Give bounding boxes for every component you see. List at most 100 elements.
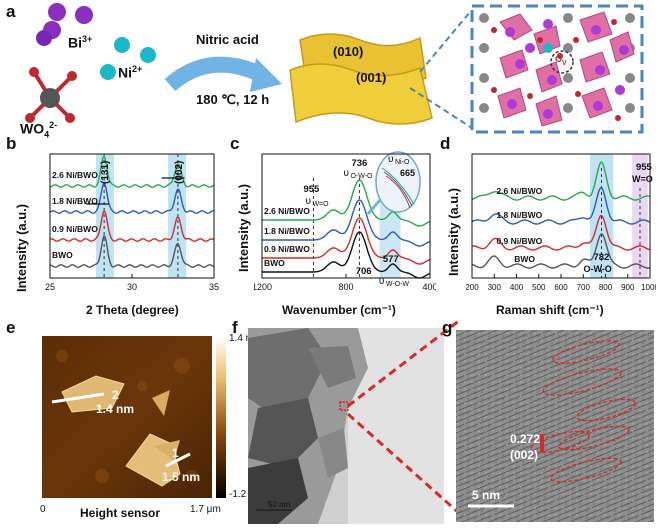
crystal-structure: [479, 11, 635, 127]
inset-arrow: [366, 199, 382, 215]
series-label: 1.8 Ni/BWO: [264, 226, 310, 236]
profile-2-number: 2: [112, 388, 119, 402]
x-tick-label: 800: [338, 282, 353, 292]
panel-label-d: d: [440, 134, 451, 153]
reaction-arrow: [164, 56, 266, 92]
bi-atom: [75, 6, 93, 24]
series-line: [262, 231, 431, 279]
panel-label-b: b: [6, 134, 17, 153]
crystal-structure-frame: [470, 4, 644, 134]
inset-line: [385, 175, 411, 209]
annot-782: 782: [593, 252, 609, 263]
x-tick-label: 1200: [254, 282, 272, 292]
panel-label-e: e: [6, 318, 16, 337]
ni-ion-label: Ni2+: [118, 64, 143, 81]
nanosheet-flake-2: [61, 375, 125, 413]
x-tick-label: 500: [532, 283, 546, 292]
series-line: [471, 186, 651, 225]
peak-label-131: (131): [100, 161, 111, 184]
series-line: [49, 181, 214, 214]
inset-line: [381, 167, 415, 205]
series-label: 2.6 Ni/BWO: [496, 186, 542, 196]
profile-line-2: [51, 392, 105, 404]
series-label: 0.9 Ni/BWO: [264, 244, 310, 254]
x-tick-label: 30: [127, 282, 137, 292]
chart-c-xlabel: Wavenumber (cm⁻¹): [282, 303, 396, 317]
series-line: [49, 209, 215, 242]
afm-xlabel: Height sensor: [80, 506, 161, 520]
x-tick-label: 600: [554, 283, 568, 292]
ni-atom: [140, 47, 156, 63]
series-label: 2.6 Ni/BWO: [52, 170, 98, 180]
lattice-highlights: [530, 340, 636, 483]
inset-line: [383, 171, 413, 207]
annot-577-mode: υ: [379, 276, 384, 287]
chart-d-xlabel: Raman shift (cm⁻¹): [496, 303, 604, 317]
nanosheet-flake: [152, 390, 170, 416]
tem-scalebar-label: 50 nm: [268, 500, 291, 509]
peak-band-131: [95, 154, 114, 278]
annot-955-mode: υ: [305, 196, 310, 207]
chart-b-xrd: 2.6 Ni/BWO 1.8 Ni/BWO 0.9 Ni/BWO BWO (131) (0…: [45, 153, 219, 292]
annot-706: 706: [356, 266, 372, 277]
hrtem-scalebar-label: 5 nm: [472, 488, 501, 502]
panel-label-c: c: [230, 134, 240, 153]
bi-atom: [36, 30, 52, 46]
series-line: [49, 155, 215, 188]
panel-label-a: a: [6, 2, 16, 21]
annot-955: 955: [636, 162, 653, 173]
profile-line-1: [165, 452, 191, 468]
chart-d-raman: 2.6 Ni/BWO 1.8 Ni/BWO 0.9 Ni/BWO BWO 782O-W-…: [466, 153, 656, 292]
x-tick-label: 300: [488, 283, 502, 292]
bi-atom: [48, 3, 66, 21]
series-line: [471, 214, 651, 251]
facet-001-label: (001): [356, 70, 387, 85]
bi-ion-label: Bi3+: [68, 34, 93, 51]
height-colorbar: [216, 336, 226, 498]
panel-a-scheme: [25, 3, 644, 134]
d-spacing-label: 0.272: [510, 432, 541, 446]
annot-736: 736: [351, 158, 367, 169]
annot-577: 577: [383, 254, 399, 265]
series-label: BWO: [52, 250, 73, 260]
ni-atom: [100, 64, 116, 80]
x-tick-label: 400: [422, 282, 436, 292]
colorbar-max: 1.4 nm: [229, 333, 260, 344]
series-label: 0.9 Ni/BWO: [496, 236, 542, 246]
wo4-ion-label: WO42-: [20, 120, 58, 140]
x-tick-label: 35: [209, 282, 219, 292]
x-tick-label: 1000: [641, 283, 656, 292]
wo4-molecule: [25, 67, 77, 123]
peak-label-002: (002): [174, 161, 185, 184]
annot-955: 955: [303, 184, 320, 195]
series-label: BWO: [264, 258, 285, 268]
oxygen-vacancy-label: OV: [555, 54, 567, 67]
tem-image: [248, 328, 444, 524]
annot-736-sub: O-W-O: [350, 173, 373, 180]
chart-c-ylabel: Intensity (a.u.): [236, 183, 251, 272]
annot-nio-mode: υ: [388, 154, 393, 165]
afm-x-start: 0: [40, 504, 46, 515]
facet-010-label: (010): [333, 44, 364, 59]
series-label: 2.6 Ni/BWO: [264, 206, 310, 216]
afm-x-end: 1.7 μm: [190, 504, 221, 515]
annot-955-sub: W=O: [312, 201, 329, 208]
annot-955-sub: W=O: [632, 174, 653, 184]
annot-nio-sub: Ni-O: [395, 159, 410, 166]
annot-782-sub: O-W-O: [583, 264, 611, 274]
series-label: 1.8 Ni/BWO: [52, 196, 98, 206]
x-tick-label: 25: [45, 282, 55, 292]
series-label: 0.9 Ni/BWO: [52, 224, 98, 234]
profile-2-height: 1.4 nm: [96, 402, 135, 416]
reagent-label: Nitric acid: [196, 32, 259, 47]
plane-label: (002): [510, 448, 539, 462]
nanosheets-illustration: [289, 33, 433, 125]
zoom-lines: [347, 318, 461, 516]
series-label: 1.8 Ni/BWO: [496, 210, 542, 220]
annot-665: 665: [400, 168, 415, 178]
colorbar-min: -1.2 nm: [229, 489, 263, 500]
series-line: [49, 234, 215, 268]
ni-atom: [114, 37, 130, 53]
series-line: [262, 199, 431, 247]
